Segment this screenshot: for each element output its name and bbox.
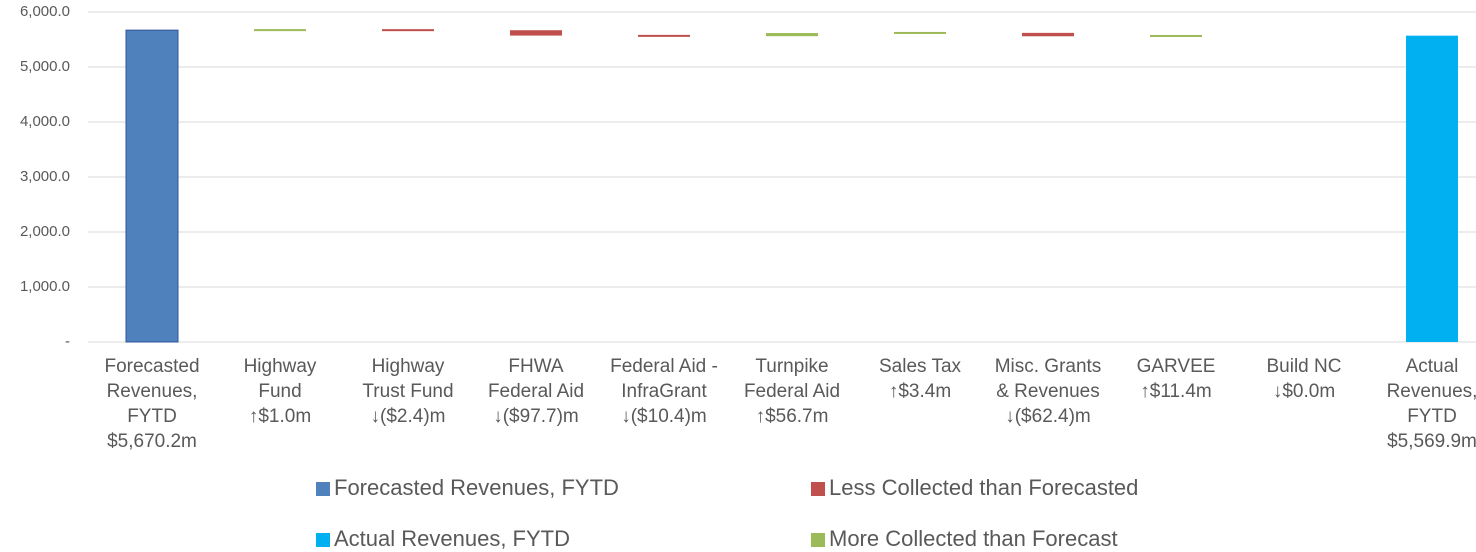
x-tick-label: FYTD — [127, 406, 177, 427]
legend-swatch — [316, 533, 330, 547]
x-tick-label: Misc. Grants — [995, 356, 1102, 377]
bar — [638, 34, 690, 37]
x-tick-label: Revenues, — [107, 381, 198, 402]
bar — [510, 30, 562, 36]
x-tick-label: Revenues, — [1387, 381, 1476, 402]
x-tick-label: Actual — [1406, 356, 1459, 377]
legend-label: More Collected than Forecast — [829, 526, 1118, 551]
legend-label: Less Collected than Forecasted — [829, 475, 1138, 500]
bar — [382, 29, 434, 32]
x-tick-label: Forecasted — [104, 356, 199, 377]
x-tick-label: Trust Fund — [362, 381, 453, 402]
y-tick-label: 5,000.0 — [20, 58, 70, 75]
y-tick-label: 4,000.0 — [20, 113, 70, 130]
x-tick-label: Highway — [372, 356, 445, 377]
bar — [894, 31, 946, 34]
y-tick-label: 1,000.0 — [20, 278, 70, 295]
y-tick-label: - — [65, 333, 70, 350]
legend-swatch — [811, 533, 825, 547]
legend-label: Actual Revenues, FYTD — [334, 526, 570, 551]
x-tick-label: & Revenues — [996, 381, 1100, 402]
value-label: ↓($2.4)m — [371, 406, 446, 427]
bar — [1406, 35, 1458, 343]
legend-swatch — [811, 482, 825, 496]
y-tick-label: 6,000.0 — [20, 3, 70, 20]
x-tick-label: GARVEE — [1137, 356, 1216, 377]
value-label: ↑$3.4m — [889, 381, 951, 402]
bar — [1150, 34, 1202, 37]
x-tick-label: FYTD — [1407, 406, 1457, 427]
legend-swatch — [316, 482, 330, 496]
value-label: ↑$56.7m — [756, 406, 829, 427]
value-label: ↑$11.4m — [1140, 381, 1211, 402]
x-tick-label: Sales Tax — [879, 356, 962, 377]
x-tick-label: FHWA — [508, 356, 564, 377]
bar — [1022, 32, 1074, 37]
value-label: ↓($97.7)m — [493, 406, 579, 427]
x-tick-label: Highway — [244, 356, 317, 377]
x-tick-label: Build NC — [1267, 356, 1342, 377]
bar — [766, 33, 818, 37]
bar — [254, 29, 306, 32]
x-tick-label: Federal Aid - — [610, 356, 718, 377]
value-label: ↑$1.0m — [249, 406, 311, 427]
y-tick-label: 3,000.0 — [20, 168, 70, 185]
x-tick-label: Federal Aid — [488, 381, 584, 402]
x-tick-label: InfraGrant — [621, 381, 707, 402]
value-label: $5,670.2m — [107, 431, 197, 452]
value-label: ↓$0.0m — [1273, 381, 1335, 402]
x-tick-label: Turnpike — [755, 356, 828, 377]
x-tick-label: Federal Aid — [744, 381, 840, 402]
value-label: ↓($10.4)m — [621, 406, 707, 427]
x-tick-label: Fund — [258, 381, 301, 402]
value-label: $5,569.9m — [1387, 431, 1476, 452]
legend-label: Forecasted Revenues, FYTD — [334, 475, 619, 500]
bar — [125, 29, 179, 343]
y-tick-label: 2,000.0 — [20, 223, 70, 240]
value-label: ↓($62.4)m — [1005, 406, 1091, 427]
